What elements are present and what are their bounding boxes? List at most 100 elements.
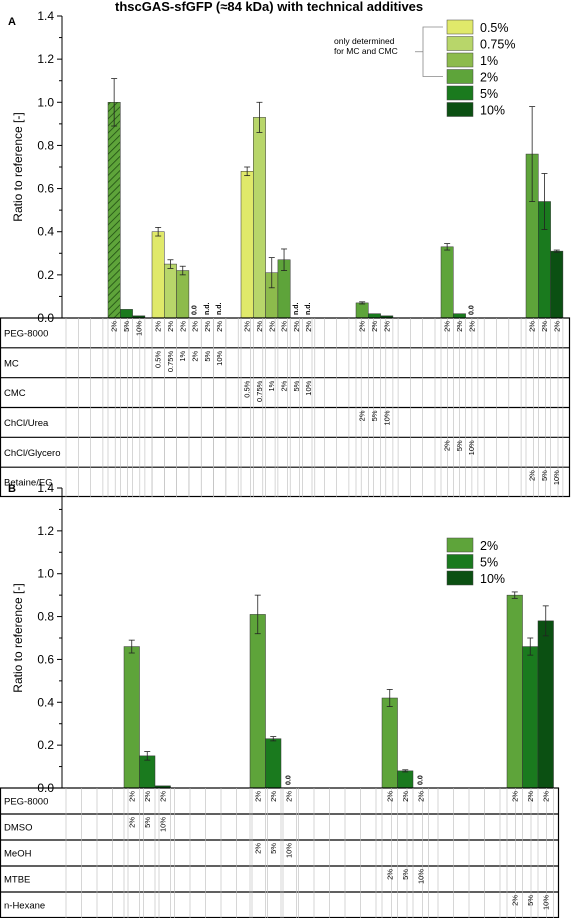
legend-entry: 5% bbox=[480, 87, 498, 101]
y-tick-label: 0.2 bbox=[37, 738, 54, 752]
table-cell-value: 2% bbox=[358, 321, 367, 332]
bar bbox=[440, 246, 454, 319]
legend-swatch bbox=[446, 52, 474, 68]
bar-value-label: n.d. bbox=[204, 303, 211, 315]
y-tick-label: 0.4 bbox=[37, 225, 54, 239]
table-cell-value: 2% bbox=[443, 321, 452, 332]
legend-swatch bbox=[446, 570, 474, 586]
legend-entry: 5% bbox=[480, 556, 498, 570]
bar bbox=[139, 755, 156, 789]
table-row-label: MC bbox=[4, 358, 19, 369]
bar bbox=[368, 313, 381, 319]
figure-title: thscGAS-sfGFP (≈84 kDa) with technical a… bbox=[115, 0, 423, 14]
table-cell-value: 2% bbox=[253, 843, 262, 854]
bar bbox=[249, 614, 266, 789]
table-cell-value: 2% bbox=[416, 791, 425, 802]
table-cell-value: 5% bbox=[401, 869, 410, 880]
bar-value-label: 0.0 bbox=[417, 775, 424, 785]
legend-swatch bbox=[446, 85, 474, 101]
bar bbox=[355, 302, 369, 319]
table-cell-value: 1% bbox=[178, 351, 187, 362]
table-cell-value: 5% bbox=[122, 321, 131, 332]
bar bbox=[240, 171, 254, 319]
table-cell-value: 10% bbox=[552, 470, 561, 485]
legend-entry: 2% bbox=[480, 71, 498, 85]
table-cell-value: 2% bbox=[382, 321, 391, 332]
table-cell-value: 2% bbox=[203, 321, 212, 332]
y-axis-label: Ratio to reference [-] bbox=[11, 583, 25, 692]
bar bbox=[253, 117, 266, 319]
bar-value-label: 0.0 bbox=[468, 305, 475, 315]
bar bbox=[381, 697, 398, 789]
y-tick-label: 0.6 bbox=[37, 182, 54, 196]
y-tick-label: 1.2 bbox=[37, 524, 54, 538]
bar bbox=[164, 263, 177, 319]
bar bbox=[123, 646, 140, 789]
table-cell-value: 1% bbox=[267, 380, 276, 391]
table-cell-value: 0.5% bbox=[243, 380, 252, 397]
table-cell-value: 2% bbox=[370, 321, 379, 332]
legend-swatch bbox=[446, 36, 474, 51]
table-row-label: DMSO bbox=[4, 823, 33, 834]
y-tick-label: 1.2 bbox=[37, 52, 54, 66]
y-tick-label: 0.8 bbox=[37, 610, 54, 624]
bar-value-label: n.d. bbox=[305, 303, 312, 315]
table-cell-value: 2% bbox=[154, 321, 163, 332]
bar-value-label: 0.0 bbox=[285, 775, 292, 785]
table-cell-value: 2% bbox=[526, 791, 535, 802]
table-row-label: MTBE bbox=[4, 875, 30, 886]
y-tick-label: 1.4 bbox=[37, 9, 54, 23]
table-cell-value: 2% bbox=[528, 321, 537, 332]
table-cell-value: 2% bbox=[191, 321, 200, 332]
table-cell-value: 10% bbox=[215, 351, 224, 366]
table-row-label: n-Hexane bbox=[4, 901, 45, 912]
table-cell-value: 5% bbox=[203, 351, 212, 362]
table-row-label: MeOH bbox=[4, 849, 32, 860]
table-cell-value: 5% bbox=[455, 440, 464, 451]
table-cell-value: 2% bbox=[243, 321, 252, 332]
table-row-label: ChCl/Urea bbox=[4, 418, 49, 429]
legend-swatch bbox=[446, 19, 474, 35]
legend-entry: 2% bbox=[480, 539, 498, 553]
table-cell-value: 2% bbox=[541, 791, 550, 802]
table-row-label: ChCl/Glycero bbox=[4, 448, 61, 459]
table-cell-value: 2% bbox=[455, 321, 464, 332]
y-tick-label: 1.4 bbox=[37, 481, 54, 495]
table-cell-value: 2% bbox=[292, 321, 301, 332]
bar-value-label: n.d. bbox=[293, 303, 300, 315]
legend-note: only determined bbox=[334, 36, 395, 46]
legend-note: for MC and CMC bbox=[334, 46, 398, 56]
panel-label: A bbox=[8, 16, 16, 28]
legend-swatch bbox=[446, 554, 474, 569]
additive-table bbox=[0, 787, 560, 918]
panel-label: B bbox=[8, 483, 16, 495]
table-cell-value: 2% bbox=[540, 321, 549, 332]
table-cell-value: 2% bbox=[143, 791, 152, 802]
table-cell-value: 5% bbox=[540, 470, 549, 481]
table-cell-value: 2% bbox=[166, 321, 175, 332]
bar bbox=[397, 770, 414, 789]
bar bbox=[176, 270, 190, 319]
table-cell-value: 0.5% bbox=[154, 351, 163, 368]
bar bbox=[550, 250, 564, 319]
legend-entry: 0.75% bbox=[480, 38, 515, 52]
table-cell-value: 2% bbox=[510, 895, 519, 906]
table-cell-value: 5% bbox=[292, 380, 301, 391]
table-cell-value: 2% bbox=[178, 321, 187, 332]
table-cell-value: 10% bbox=[416, 869, 425, 884]
table-cell-value: 0.75% bbox=[166, 351, 175, 373]
table-cell-value: 10% bbox=[284, 843, 293, 858]
legend-swatch bbox=[446, 69, 474, 84]
legend-entry: 10% bbox=[480, 104, 505, 118]
bar bbox=[506, 594, 523, 789]
table-cell-value: 2% bbox=[267, 321, 276, 332]
y-tick-label: 0.4 bbox=[37, 695, 54, 709]
y-tick-label: 0.2 bbox=[37, 268, 54, 282]
table-cell-value: 5% bbox=[143, 817, 152, 828]
bar bbox=[265, 738, 282, 789]
y-tick-label: 0.8 bbox=[37, 138, 54, 152]
bar-value-label: 0.0 bbox=[192, 305, 199, 315]
table-cell-value: 2% bbox=[528, 470, 537, 481]
table-cell-value: 5% bbox=[526, 895, 535, 906]
legend-swatch bbox=[446, 537, 474, 553]
